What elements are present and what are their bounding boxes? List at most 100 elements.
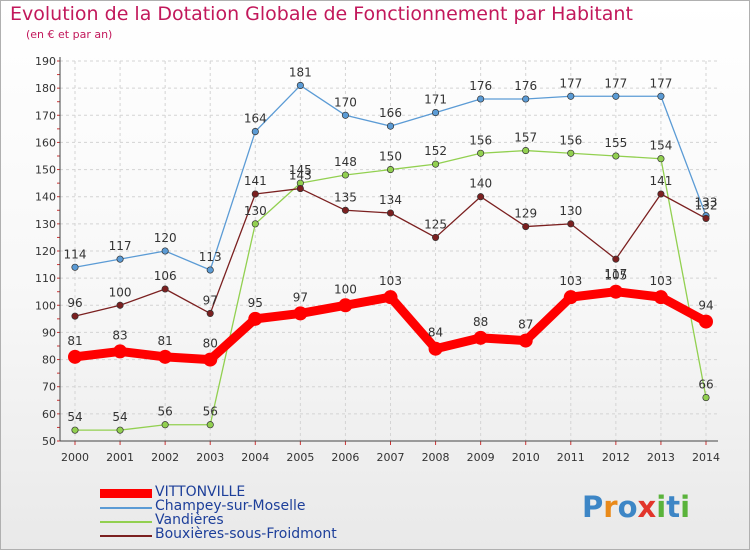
data-point bbox=[657, 190, 665, 198]
data-point bbox=[341, 171, 349, 179]
y-tick-label: 80 bbox=[42, 354, 56, 367]
data-label: 66 bbox=[698, 378, 713, 392]
data-point bbox=[563, 290, 578, 305]
data-label: 177 bbox=[649, 76, 672, 90]
data-point bbox=[383, 290, 398, 305]
data-label: 164 bbox=[244, 112, 267, 126]
data-label: 171 bbox=[424, 93, 447, 107]
legend-label: Champey-sur-Moselle bbox=[155, 498, 306, 514]
data-point bbox=[116, 301, 124, 309]
data-point bbox=[522, 147, 530, 155]
data-point bbox=[71, 263, 79, 271]
data-label: 145 bbox=[289, 163, 312, 177]
data-label: 148 bbox=[334, 155, 357, 169]
y-tick-label: 140 bbox=[35, 191, 56, 204]
chart-subtitle: (en € et par an) bbox=[26, 28, 113, 41]
data-point bbox=[428, 341, 443, 356]
data-label: 154 bbox=[649, 139, 672, 153]
data-point bbox=[612, 152, 620, 160]
x-tick-label: 2004 bbox=[241, 451, 269, 464]
data-label: 135 bbox=[334, 190, 357, 204]
data-label: 114 bbox=[64, 247, 87, 261]
data-point bbox=[248, 311, 263, 326]
x-tick-label: 2011 bbox=[557, 451, 585, 464]
logo-letter: t bbox=[666, 490, 681, 524]
data-label: 106 bbox=[154, 269, 177, 283]
data-point bbox=[567, 220, 575, 228]
data-point bbox=[338, 298, 353, 313]
data-point bbox=[612, 255, 620, 263]
data-point bbox=[522, 95, 530, 103]
legend-label: VITTONVILLE bbox=[155, 484, 246, 500]
data-label: 170 bbox=[334, 95, 357, 109]
data-point bbox=[71, 312, 79, 320]
data-point bbox=[518, 333, 533, 348]
data-point bbox=[206, 266, 214, 274]
data-point bbox=[477, 95, 485, 103]
data-point bbox=[702, 394, 710, 402]
y-tick-label: 100 bbox=[35, 299, 56, 312]
data-point bbox=[161, 285, 169, 293]
data-label: 87 bbox=[518, 318, 533, 332]
data-point bbox=[657, 155, 665, 163]
data-point bbox=[386, 209, 395, 217]
legend-label: Vandières bbox=[155, 512, 224, 528]
data-label: 105 bbox=[604, 269, 627, 283]
data-label: 132 bbox=[695, 198, 718, 212]
data-point bbox=[473, 330, 488, 345]
x-tick-label: 2013 bbox=[647, 451, 675, 464]
x-tick-label: 2010 bbox=[512, 451, 540, 464]
x-tick-label: 2009 bbox=[467, 451, 495, 464]
data-label: 155 bbox=[604, 136, 627, 150]
x-tick-label: 2001 bbox=[106, 451, 134, 464]
data-point bbox=[522, 223, 530, 231]
data-point bbox=[206, 421, 214, 429]
logo-letter: P bbox=[582, 490, 604, 524]
series-lines bbox=[68, 81, 713, 434]
data-label: 134 bbox=[379, 193, 402, 207]
data-label: 103 bbox=[379, 274, 402, 288]
x-tick-label: 2006 bbox=[331, 451, 359, 464]
y-tick-label: 120 bbox=[35, 245, 56, 258]
data-label: 54 bbox=[112, 410, 127, 424]
data-point bbox=[432, 109, 440, 117]
data-label: 88 bbox=[473, 315, 488, 329]
data-label: 113 bbox=[199, 250, 222, 264]
y-tick-label: 150 bbox=[35, 164, 56, 177]
legend-swatch bbox=[100, 521, 152, 523]
y-tick-label: 110 bbox=[35, 272, 56, 285]
data-label: 150 bbox=[379, 150, 402, 164]
data-label: 96 bbox=[67, 296, 82, 310]
logo-letter: i bbox=[656, 490, 667, 524]
data-label: 94 bbox=[698, 299, 713, 313]
logo-letter: i bbox=[680, 490, 691, 524]
data-point bbox=[612, 92, 620, 100]
data-label: 140 bbox=[469, 177, 492, 191]
data-label: 54 bbox=[67, 410, 82, 424]
data-point bbox=[203, 352, 218, 367]
data-point bbox=[653, 290, 668, 305]
data-label: 117 bbox=[109, 239, 132, 253]
data-point bbox=[567, 149, 575, 157]
chart-title: Evolution de la Dotation Globale de Fonc… bbox=[10, 3, 633, 25]
data-point bbox=[251, 190, 259, 198]
logo-letter: x bbox=[637, 490, 657, 524]
data-point bbox=[71, 426, 79, 434]
legend-swatch bbox=[100, 507, 152, 509]
data-label: 156 bbox=[469, 133, 492, 147]
data-label: 129 bbox=[514, 207, 537, 221]
data-point bbox=[657, 92, 665, 100]
data-label: 56 bbox=[158, 405, 173, 419]
data-point bbox=[206, 309, 214, 317]
data-label: 130 bbox=[559, 204, 582, 218]
data-point bbox=[477, 193, 485, 201]
data-label: 141 bbox=[244, 174, 267, 188]
y-tick-label: 190 bbox=[35, 55, 56, 68]
data-label: 103 bbox=[649, 274, 672, 288]
data-point bbox=[432, 160, 440, 168]
y-tick-label: 60 bbox=[42, 408, 56, 421]
data-point bbox=[386, 122, 395, 130]
x-tick-label: 2003 bbox=[196, 451, 224, 464]
data-label: 83 bbox=[112, 328, 127, 342]
